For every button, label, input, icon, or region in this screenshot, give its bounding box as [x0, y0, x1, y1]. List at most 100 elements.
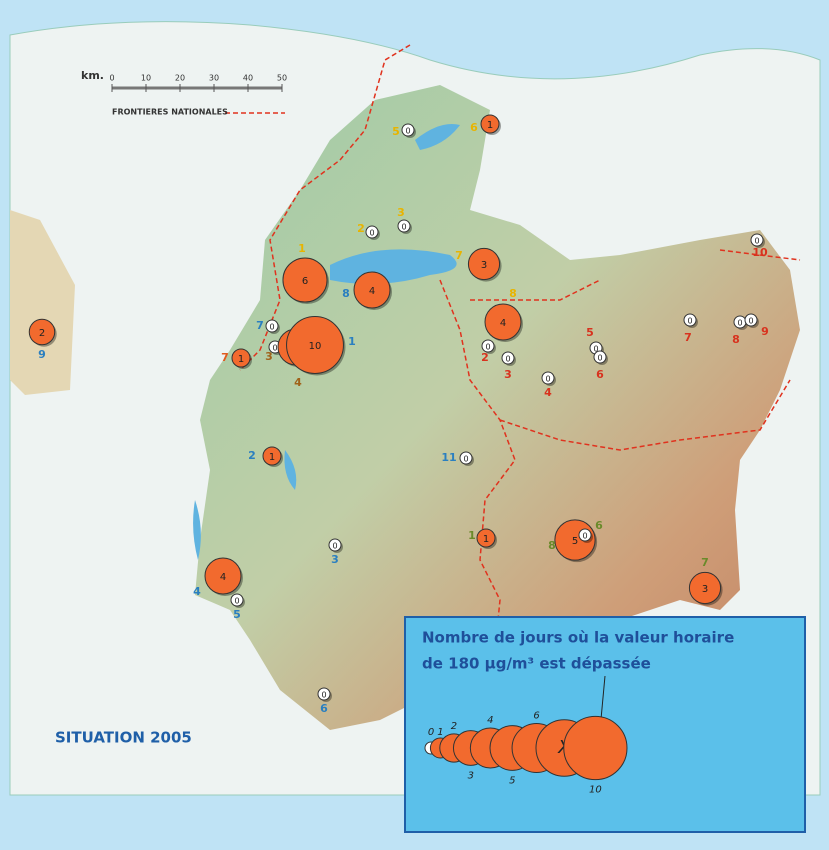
station-days: 1 — [238, 354, 244, 365]
station-circle — [365, 225, 379, 239]
station-label: 6 — [320, 702, 328, 715]
station-label: 5 — [233, 608, 241, 621]
legend-title: de 180 µg/m³ est dépassée — [422, 655, 651, 673]
station-days: 0 — [485, 343, 490, 352]
station-days: 4 — [500, 318, 506, 329]
station-circle — [593, 350, 607, 364]
station-days: 6 — [302, 276, 308, 287]
station-circle — [476, 528, 496, 548]
station-label: 5 — [392, 125, 400, 138]
station-circle — [541, 371, 555, 385]
station-circle — [484, 303, 522, 341]
station-label: 1 — [348, 335, 356, 348]
station-label: 2 — [481, 351, 489, 364]
station-days: 0 — [593, 345, 598, 354]
station-circle — [688, 571, 722, 605]
station-circle — [230, 593, 244, 607]
station-circle — [578, 528, 592, 542]
station-days: 0 — [332, 542, 337, 551]
station-days: 0 — [272, 344, 277, 353]
station-label: 1 — [298, 242, 306, 255]
station-circle — [750, 233, 764, 247]
station-label: 1 — [468, 529, 476, 542]
scale-tick-label: 20 — [175, 74, 185, 83]
station-label: 6 — [596, 368, 604, 381]
scale-tick-label: 40 — [243, 74, 253, 83]
legend-value: 2 — [451, 721, 457, 732]
station-label: 7 — [256, 319, 264, 332]
borders — [239, 44, 801, 651]
station-days: 0 — [582, 532, 587, 541]
station-label: 6 — [595, 519, 603, 532]
station-label: 2 — [357, 222, 365, 235]
station-circle — [282, 257, 328, 303]
station-days: 0 — [737, 319, 742, 328]
station-label: 3 — [265, 350, 273, 363]
station-label: 3 — [331, 553, 339, 566]
legend-circle — [563, 715, 628, 781]
station-days: 4 — [369, 286, 375, 297]
station-circle — [353, 271, 391, 309]
station-circle — [467, 247, 501, 281]
station-days: 3 — [481, 260, 487, 271]
station-circle — [481, 339, 495, 353]
station-label: 4 — [193, 585, 201, 598]
station-label: 10 — [752, 246, 768, 259]
station-days: 0 — [405, 127, 410, 136]
station-circle — [286, 316, 344, 374]
lake-bourget — [193, 500, 201, 560]
legend-value: 4 — [487, 715, 493, 726]
station-days: 0 — [754, 237, 759, 246]
scale-tick-label: 50 — [277, 74, 287, 83]
legend-title: Nombre de jours où la valeur horaire — [422, 629, 734, 647]
legend-value: 1 — [437, 727, 443, 738]
station-label: 6 — [470, 121, 478, 134]
region-west — [10, 210, 75, 395]
station-days: 0 — [401, 223, 406, 232]
legend: 0123456X10 — [424, 711, 628, 796]
station-label: 9 — [38, 348, 46, 361]
legend-value: 10 — [589, 785, 602, 796]
station-label: 8 — [548, 539, 556, 552]
situation-label: SITUATION 2005 — [55, 729, 192, 747]
scale-tick-label: 30 — [209, 74, 219, 83]
lake-annecy — [284, 450, 297, 490]
station-days: 0 — [234, 597, 239, 606]
scale-tick-label: 0 — [109, 74, 114, 83]
station-days: 0 — [321, 691, 326, 700]
station-circle — [317, 687, 331, 701]
station-circle — [231, 348, 251, 368]
relief — [195, 85, 800, 730]
station-circle — [397, 219, 411, 233]
station-label: 3 — [397, 206, 405, 219]
station-days: 4 — [220, 572, 226, 583]
station-label: 7 — [701, 556, 709, 569]
station-label: 4 — [294, 376, 302, 389]
station-days: 0 — [505, 355, 510, 364]
lake-neuchatel — [415, 124, 460, 150]
station-label: 9 — [761, 325, 769, 338]
legend-value: 3 — [468, 770, 474, 781]
station-days: 2 — [39, 328, 45, 339]
station-label: 7 — [684, 331, 692, 344]
station-label: 7 — [455, 249, 463, 262]
scale-unit: km. — [81, 69, 104, 82]
station-circle — [459, 451, 473, 465]
station-circle — [262, 446, 282, 466]
station-circle — [204, 557, 242, 595]
stations: 0516020361483748071703441010203040506070… — [28, 114, 769, 715]
station-days: 0 — [545, 375, 550, 384]
station-label: 4 — [544, 386, 552, 399]
station-days: 10 — [309, 341, 322, 352]
station-days: 1 — [487, 120, 493, 131]
station-days: 0 — [748, 317, 753, 326]
legend-value: 6 — [533, 711, 539, 722]
station-days: 0 — [369, 229, 374, 238]
station-days: 0 — [463, 455, 468, 464]
station-label: 3 — [504, 368, 512, 381]
station-days: 0 — [687, 317, 692, 326]
scale-tick-label: 10 — [141, 74, 151, 83]
station-label: 11 — [441, 451, 456, 464]
station-days: 3 — [702, 584, 708, 595]
